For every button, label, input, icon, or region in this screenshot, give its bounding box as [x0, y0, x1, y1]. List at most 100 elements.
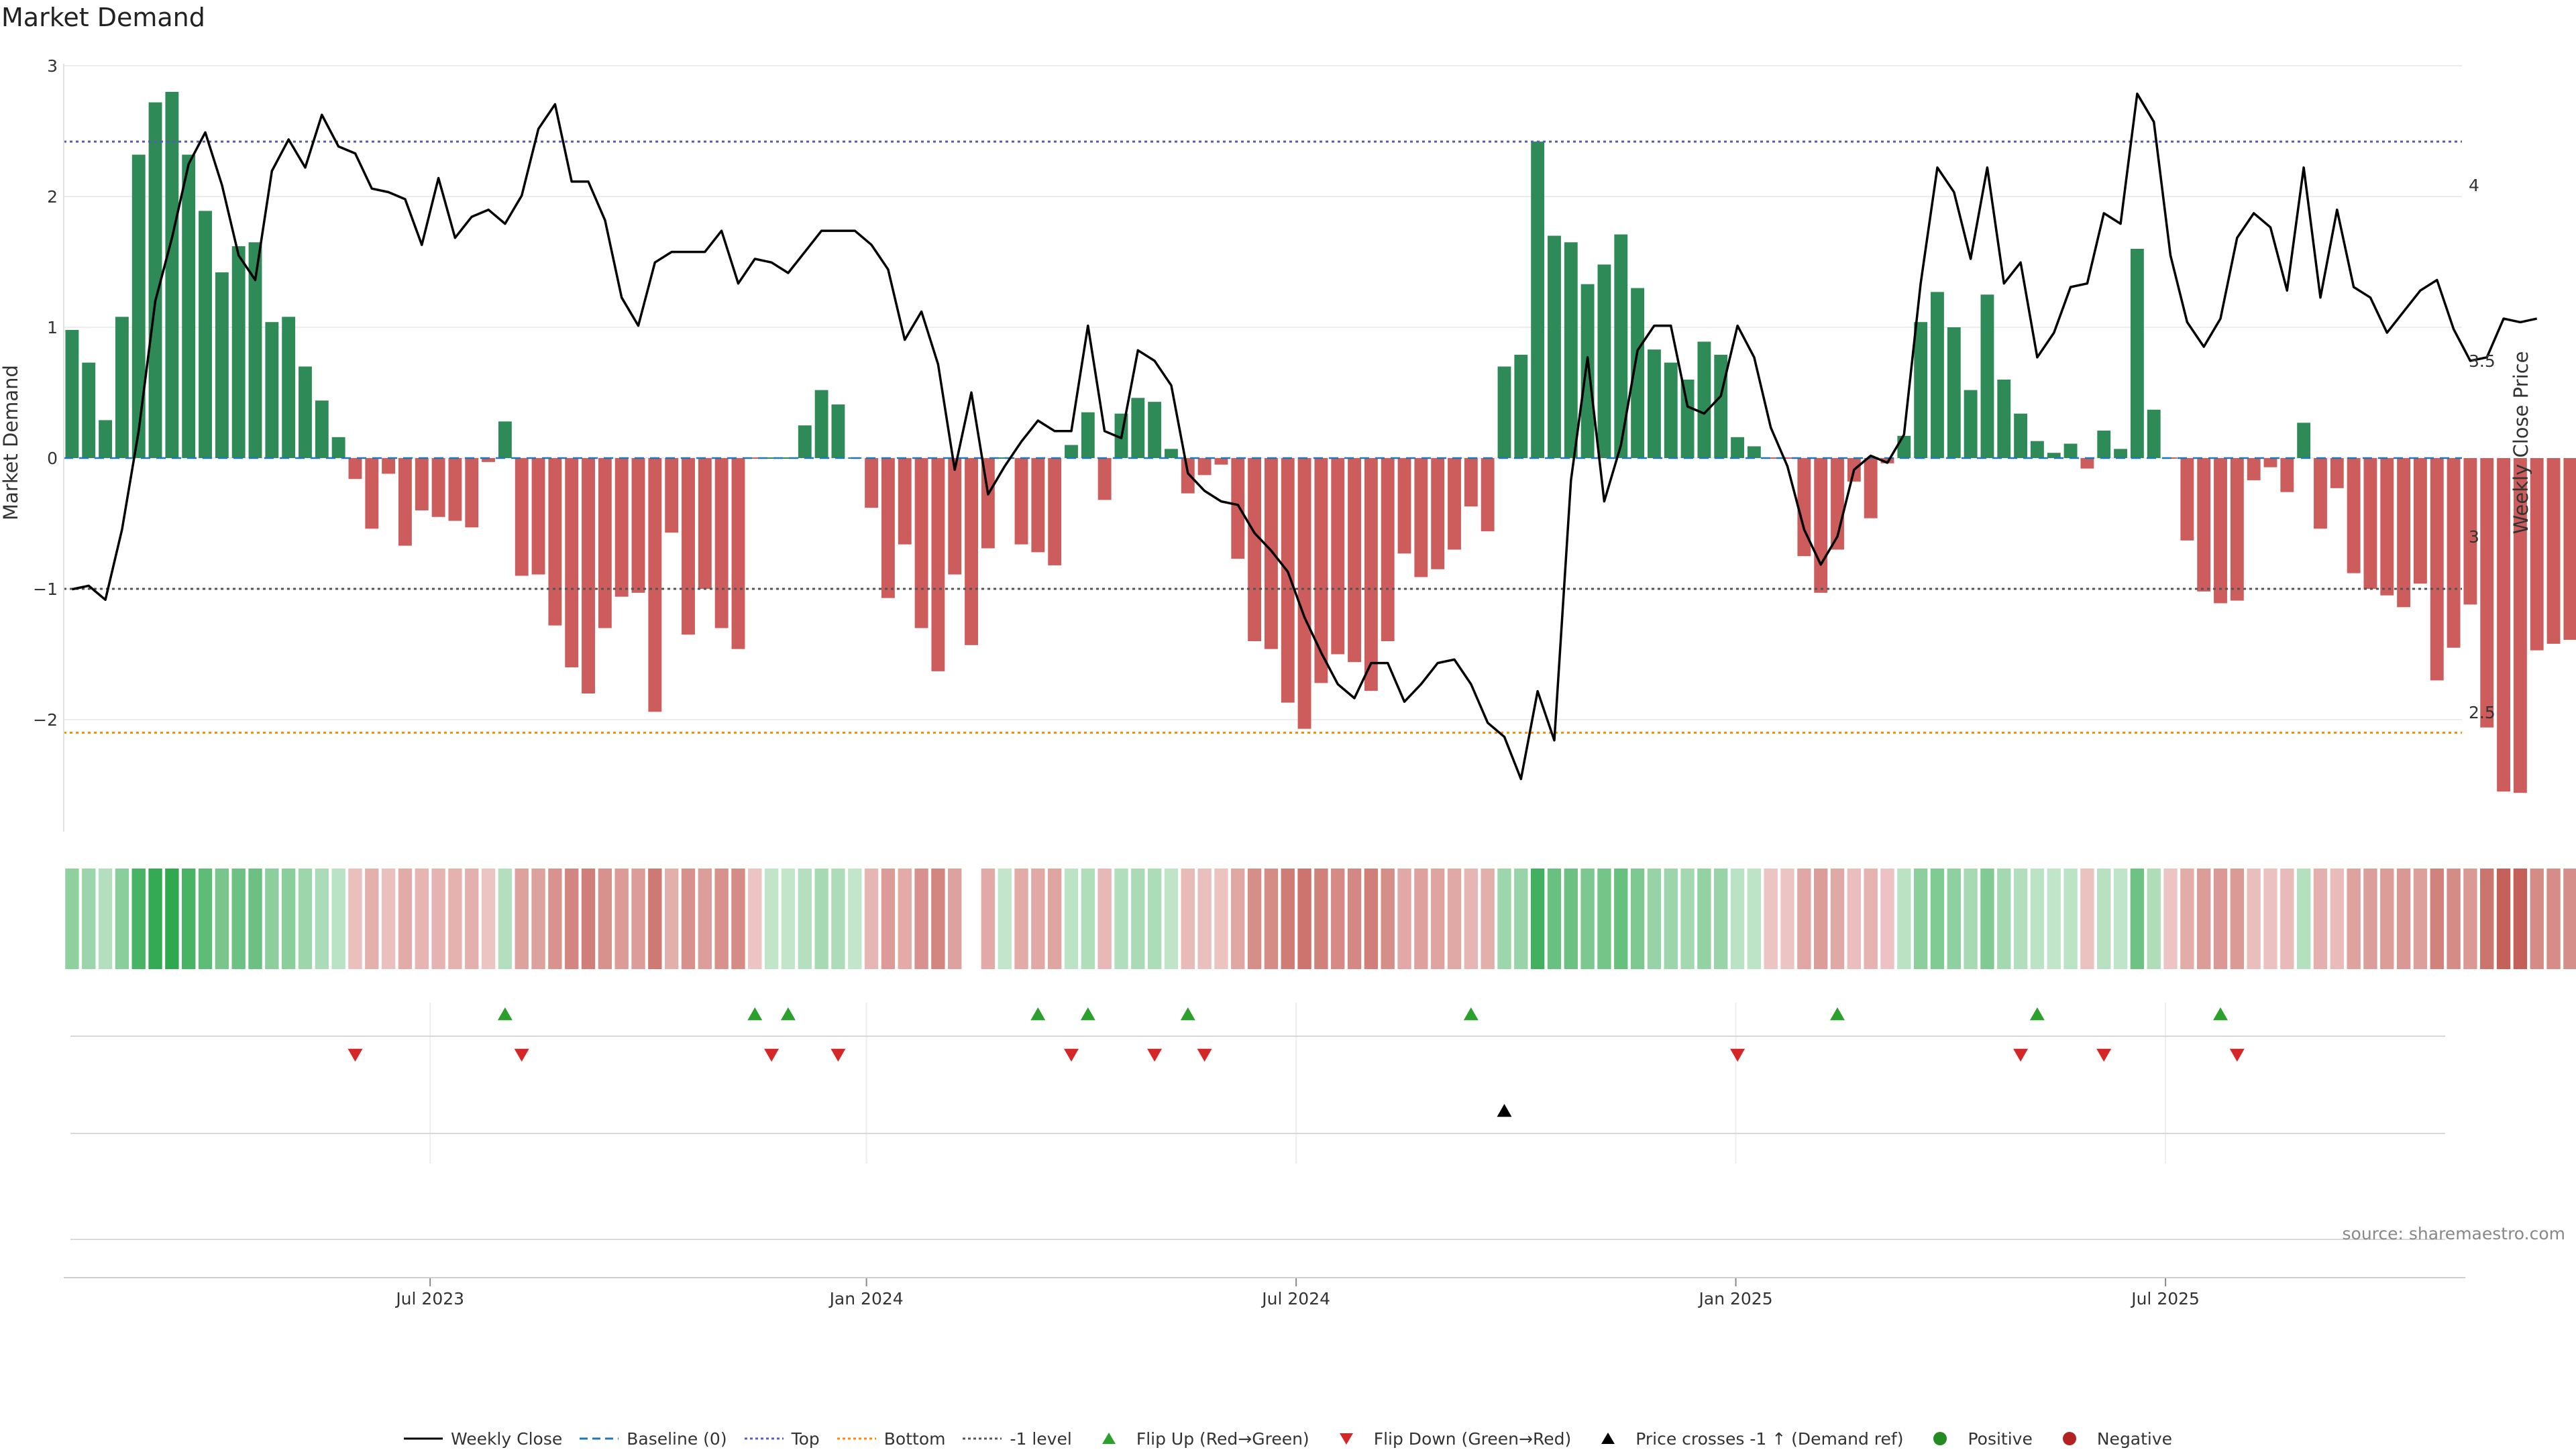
demand-bar — [1481, 458, 1495, 532]
demand-bar — [1231, 458, 1245, 559]
flip-down-marker — [830, 1048, 846, 1062]
legend-label: Price crosses -1 ↑ (Demand ref) — [1635, 1429, 1904, 1449]
demand-bar — [248, 242, 262, 458]
demand-bar — [665, 458, 679, 533]
strip-cell — [231, 869, 246, 969]
demand-bar — [515, 458, 529, 576]
demand-bar — [881, 458, 895, 598]
strip-cell — [2313, 869, 2328, 969]
demand-bar — [1148, 402, 1162, 458]
demand-bar — [1431, 458, 1445, 569]
flip-down-marker — [1147, 1048, 1163, 1062]
strip-cell — [498, 869, 513, 969]
legend-item: Top — [744, 1429, 820, 1449]
demand-bar — [265, 322, 279, 458]
strip-cell — [2247, 869, 2261, 969]
legend-label: Negative — [2096, 1429, 2173, 1449]
strip-cell — [1614, 869, 1628, 969]
demand-bars — [65, 92, 2576, 793]
strip-cell — [1764, 869, 1778, 969]
strip-cell — [1464, 869, 1479, 969]
flip-down-marker — [1730, 1048, 1746, 1062]
strip-cell — [2097, 869, 2111, 969]
legend-item: Flip Down (Green→Red) — [1327, 1429, 1571, 1449]
legend-swatch — [1921, 1431, 1960, 1447]
demand-bar — [2480, 458, 2494, 728]
demand-bar — [565, 458, 579, 667]
demand-bar — [2314, 458, 2327, 529]
weekly-close-series — [72, 93, 2538, 781]
demand-bar — [1314, 458, 1328, 683]
demand-bar — [1631, 288, 1645, 458]
strip-cell — [631, 869, 645, 969]
flip-up-marker — [747, 1007, 763, 1021]
demand-bar — [2014, 413, 2028, 458]
strip-cell — [1880, 869, 1894, 969]
demand-bar — [2097, 431, 2111, 458]
strip-cell — [215, 869, 229, 969]
legend: Weekly Close Baseline (0) Top Bottom -1 leve… — [0, 1425, 2576, 1452]
demand-bar — [598, 458, 612, 628]
x-tick-label: Jul 2024 — [1260, 1289, 1330, 1308]
demand-bar — [165, 92, 179, 458]
demand-bar — [614, 458, 629, 597]
demand-bar — [1597, 264, 1611, 458]
strip-cell — [1697, 869, 1711, 969]
strip-cell — [1181, 869, 1195, 969]
legend-swatch — [1089, 1431, 1128, 1447]
demand-bar — [1714, 354, 1728, 458]
demand-bar — [965, 458, 978, 645]
strip-cell — [65, 869, 79, 969]
strip-cell — [1647, 869, 1662, 969]
strip-cell — [1164, 869, 1179, 969]
flip-down-marker — [2096, 1048, 2112, 1062]
demand-bar — [65, 329, 79, 458]
demand-bar — [814, 390, 828, 458]
strip-cell — [2380, 869, 2394, 969]
strip-cell — [1114, 869, 1128, 969]
demand-bar — [2347, 458, 2361, 573]
demand-bar — [2130, 249, 2144, 458]
demand-bar — [865, 458, 879, 508]
strip-cell — [1664, 869, 1678, 969]
strip-cell — [931, 869, 945, 969]
strip-cell — [1680, 869, 1695, 969]
strip-cell — [131, 869, 146, 969]
demand-bar — [1181, 458, 1195, 494]
strip-cell — [714, 869, 729, 969]
demand-bar — [2414, 458, 2427, 584]
strip-cell — [1364, 869, 1379, 969]
legend-swatch — [2050, 1431, 2089, 1447]
demand-bar — [731, 458, 745, 649]
demand-bar — [2297, 423, 2311, 458]
demand-bar — [348, 458, 362, 480]
demand-bar — [798, 425, 812, 458]
strip-cell — [881, 869, 896, 969]
demand-bar — [1731, 437, 1744, 458]
legend-label: Positive — [1968, 1429, 2033, 1449]
strip-cell — [2080, 869, 2094, 969]
strip-cell — [2280, 869, 2294, 969]
strip-cell — [1514, 869, 1528, 969]
demand-bar — [931, 458, 945, 671]
x-tick-label: Jul 2025 — [2130, 1289, 2200, 1308]
strip-cell — [1597, 869, 1611, 969]
strip-cell — [598, 869, 612, 969]
demand-bar — [831, 404, 845, 458]
strip-cell — [614, 869, 629, 969]
strip-cell — [2163, 869, 2178, 969]
demand-bar — [1947, 327, 1961, 458]
strip-cell — [1980, 869, 1994, 969]
strip-cell — [1481, 869, 1495, 969]
strip-cell — [1381, 869, 1395, 969]
strip-cell — [82, 869, 96, 969]
demand-bar — [1964, 390, 1978, 458]
strip-cell — [2296, 869, 2311, 969]
demand-bar — [1264, 458, 1278, 649]
demand-bar — [2047, 453, 2061, 458]
y-tick-label: 3 — [47, 56, 58, 76]
strip-cell — [1097, 869, 1112, 969]
strip-cell — [814, 869, 828, 969]
strip-cell — [281, 869, 296, 969]
demand-bar — [698, 458, 712, 589]
